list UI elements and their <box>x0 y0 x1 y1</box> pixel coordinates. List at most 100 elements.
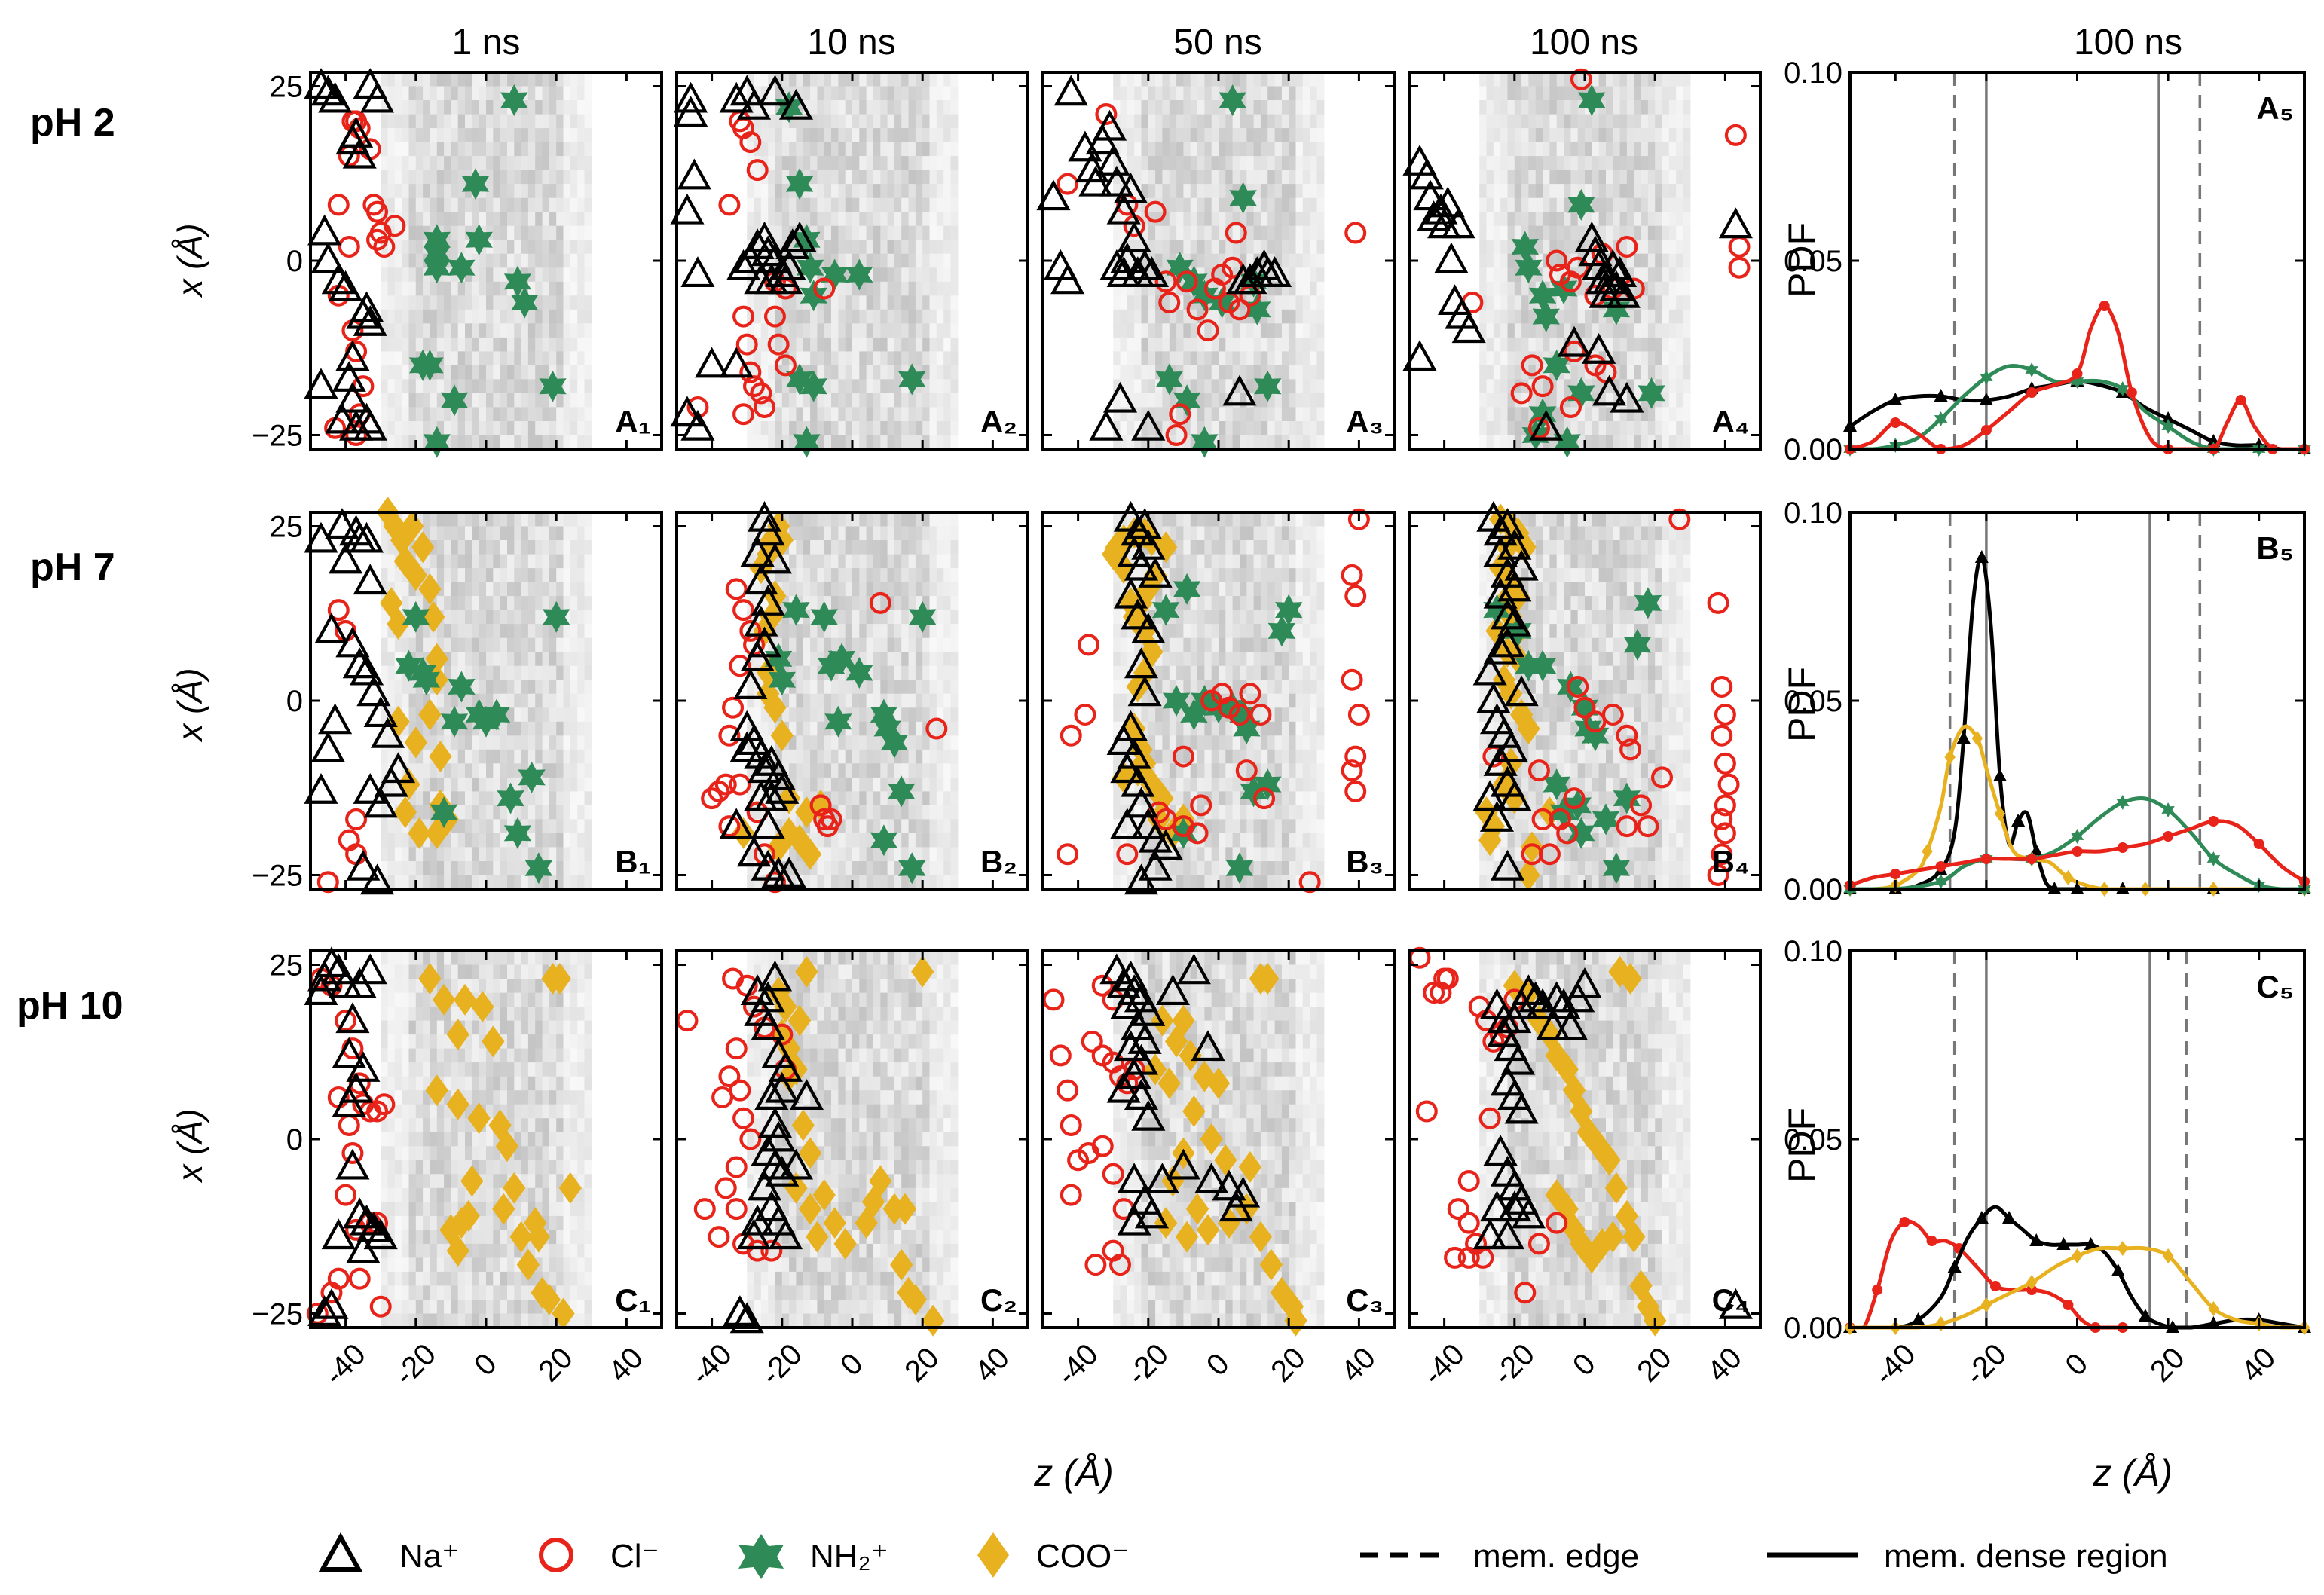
density-cell <box>507 637 515 652</box>
density-cell <box>936 624 944 639</box>
density-cell <box>845 128 853 143</box>
density-cell <box>1211 379 1219 394</box>
density-cell <box>838 693 846 708</box>
density-cell <box>838 212 846 227</box>
density-cell <box>781 170 790 185</box>
density-cell <box>451 225 459 240</box>
density-cell <box>838 568 846 583</box>
density-cell <box>430 554 438 569</box>
density-cell <box>754 86 762 101</box>
density-cell <box>775 170 783 185</box>
density-cell <box>1606 86 1613 101</box>
density-cell <box>423 749 430 764</box>
density-cell <box>1169 351 1177 366</box>
density-cell <box>1655 225 1663 240</box>
density-cell <box>1521 170 1529 185</box>
density-cell <box>1197 323 1205 338</box>
density-cell <box>465 847 472 862</box>
density-cell <box>950 295 959 310</box>
density-cell <box>1668 435 1677 450</box>
density-cell <box>1310 72 1318 87</box>
density-cell <box>436 309 445 324</box>
density-cell <box>1592 295 1600 310</box>
density-cell <box>929 833 937 848</box>
density-cell <box>1619 100 1628 115</box>
density-cell <box>521 582 529 597</box>
density-cell <box>500 749 508 764</box>
density-cell <box>1219 435 1226 450</box>
density-cell <box>507 526 515 541</box>
density-cell <box>1606 184 1613 199</box>
density-cell <box>535 407 543 422</box>
density-cell <box>1183 435 1191 450</box>
density-cell <box>387 554 396 569</box>
density-cell <box>1120 142 1128 157</box>
density-cell <box>457 435 466 450</box>
density-cell <box>584 680 592 695</box>
density-cell <box>563 393 571 408</box>
density-cell <box>1169 309 1177 324</box>
density-cell <box>1655 156 1663 171</box>
density-cell <box>1240 142 1247 157</box>
density-cell <box>915 253 923 268</box>
density-cell <box>472 72 480 87</box>
density-cell <box>535 624 543 639</box>
density-cell <box>915 100 923 115</box>
density-cell <box>866 568 874 583</box>
density-cell <box>873 393 881 408</box>
density-cell <box>507 735 515 750</box>
density-cell <box>1148 421 1156 436</box>
density-cell <box>810 142 818 157</box>
density-cell <box>852 421 860 436</box>
density-cell <box>838 512 846 527</box>
density-cell <box>1570 170 1579 185</box>
density-cell <box>1528 407 1537 422</box>
density-cell <box>1662 72 1670 87</box>
density-cell <box>542 86 550 101</box>
density-cell <box>500 72 508 87</box>
density-cell <box>824 526 832 541</box>
density-cell <box>1310 170 1318 185</box>
density-cell <box>859 568 867 583</box>
density-cell <box>521 693 529 708</box>
density-cell <box>486 86 494 101</box>
density-cell <box>1204 240 1212 255</box>
density-cell <box>486 295 494 310</box>
density-cell <box>1500 323 1509 338</box>
density-cell <box>514 114 522 129</box>
density-cell <box>1134 435 1142 450</box>
density-cell <box>803 351 811 366</box>
density-cell <box>1514 309 1522 324</box>
density-cell <box>521 170 529 185</box>
density-cell <box>1683 253 1691 268</box>
density-cell <box>1141 393 1149 408</box>
density-cell <box>584 568 592 583</box>
density-cell <box>402 875 410 890</box>
density-cell <box>908 763 916 778</box>
density-cell <box>768 833 776 848</box>
density-cell <box>402 582 410 597</box>
density-cell <box>535 197 543 212</box>
density-cell <box>1253 435 1261 450</box>
density-cell <box>563 847 571 862</box>
density-cell <box>838 833 846 848</box>
density-cell <box>381 100 389 115</box>
density-cell <box>1655 323 1663 338</box>
density-cell <box>542 833 550 848</box>
density-cell <box>810 86 818 101</box>
density-cell <box>1592 114 1600 129</box>
density-cell <box>894 582 902 597</box>
density-cell <box>747 142 755 157</box>
density-cell <box>479 421 487 436</box>
density-cell <box>493 435 501 450</box>
density-cell <box>1295 240 1304 255</box>
density-cell <box>577 197 586 212</box>
density-cell <box>451 540 459 555</box>
density-cell <box>1134 707 1142 723</box>
density-cell <box>922 407 931 422</box>
density-cell <box>1127 749 1135 764</box>
density-cell <box>873 665 881 680</box>
density-cell <box>901 568 910 583</box>
density-cell <box>768 253 776 268</box>
density-cell <box>936 875 944 890</box>
